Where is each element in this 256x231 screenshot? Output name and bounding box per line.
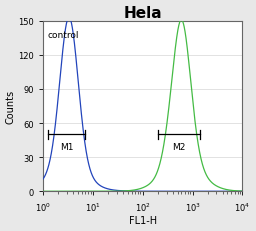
- Text: M1: M1: [60, 143, 73, 152]
- Text: M2: M2: [172, 143, 186, 152]
- Y-axis label: Counts: Counts: [6, 90, 16, 124]
- X-axis label: FL1-H: FL1-H: [129, 216, 157, 225]
- Text: control: control: [47, 31, 79, 40]
- Title: Hela: Hela: [123, 6, 162, 21]
